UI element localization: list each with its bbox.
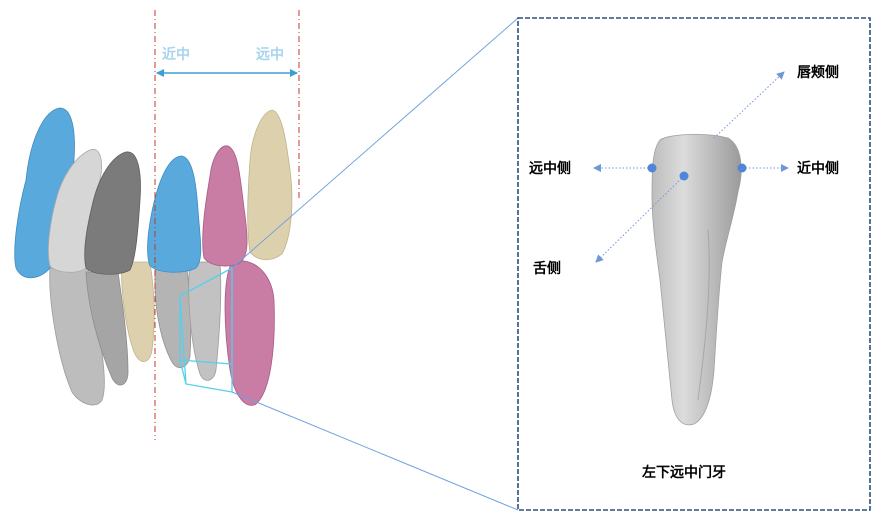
detail-panel-title: 左下远中门牙 — [641, 464, 726, 481]
upper-tooth-blue-center — [147, 155, 202, 273]
tooth-root-groove — [697, 229, 710, 401]
teeth-model-figure: 近中 远中 — [14, 10, 300, 440]
lower-tooth-pink — [224, 260, 275, 406]
labial-buccal-label: 唇颊侧 — [797, 64, 839, 81]
lower-tooth-grey-2 — [85, 271, 129, 386]
upper-tooth-pink — [202, 145, 248, 267]
lower-tooth-grey-4-highlighted — [188, 261, 222, 381]
mesial-side-label: 近中侧 — [797, 160, 839, 177]
lower-tooth-grey-3 — [154, 261, 192, 369]
connector-line-bottom — [231, 391, 519, 511]
distal-side-label: 远中侧 — [529, 160, 571, 177]
upper-tooth-beige — [247, 109, 293, 261]
mesial-point — [737, 163, 747, 173]
labial-lingual-axis — [595, 175, 685, 263]
connector-line-top — [231, 17, 519, 269]
distal-label: 远中 — [256, 46, 284, 63]
selected-tooth-highlight-box — [179, 266, 233, 393]
lingual-label: 舌侧 — [533, 260, 561, 277]
detail-panel: 唇颊侧 远中侧 近中侧 舌侧 左下远中门牙 — [517, 17, 871, 511]
mesial-label: 近中 — [162, 46, 190, 63]
lower-tooth-beige — [121, 261, 155, 362]
distal-point — [647, 163, 657, 173]
center-point — [679, 171, 689, 181]
upper-tooth-dark-grey — [84, 151, 141, 275]
